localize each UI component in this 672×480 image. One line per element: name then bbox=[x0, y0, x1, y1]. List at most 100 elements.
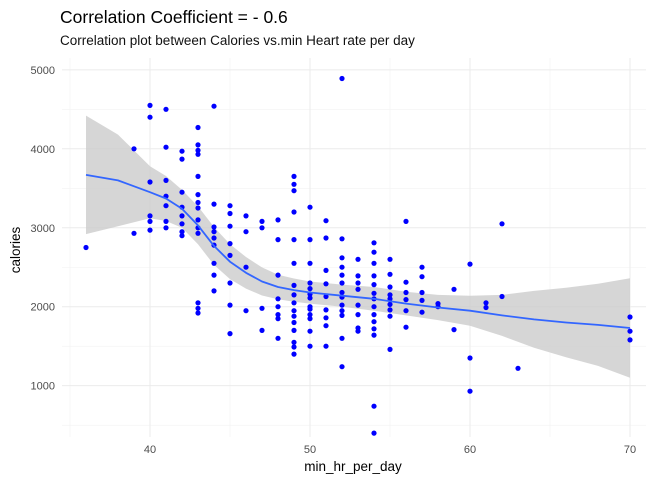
data-point bbox=[355, 302, 361, 308]
data-point bbox=[83, 244, 89, 251]
data-point bbox=[227, 252, 233, 258]
data-point bbox=[371, 304, 377, 310]
data-point bbox=[147, 213, 153, 219]
data-point bbox=[387, 313, 393, 319]
data-point bbox=[227, 210, 233, 217]
data-point bbox=[259, 225, 265, 231]
y-tick-label: 5000 bbox=[31, 65, 55, 77]
data-point bbox=[419, 289, 425, 296]
data-point bbox=[339, 308, 345, 314]
data-point bbox=[275, 237, 281, 243]
x-tick-label: 70 bbox=[624, 444, 636, 456]
data-point bbox=[403, 289, 409, 296]
data-point bbox=[339, 289, 345, 296]
data-point bbox=[195, 124, 201, 131]
data-point bbox=[259, 305, 265, 311]
smooth-line bbox=[85, 174, 631, 329]
data-point bbox=[179, 221, 185, 227]
data-point bbox=[419, 274, 425, 280]
data-point bbox=[307, 306, 313, 312]
minor-gridlines bbox=[62, 58, 646, 437]
data-point bbox=[275, 335, 281, 341]
data-point bbox=[387, 307, 393, 313]
data-point bbox=[387, 284, 393, 290]
data-point bbox=[211, 260, 217, 266]
data-point bbox=[227, 241, 233, 247]
data-point bbox=[499, 293, 505, 300]
y-tick-label: 4000 bbox=[31, 144, 55, 156]
chart-title: Correlation Coefficient = - 0.6 bbox=[60, 7, 288, 27]
data-point bbox=[627, 314, 633, 320]
data-point bbox=[627, 328, 633, 334]
data-point bbox=[451, 327, 457, 333]
data-point bbox=[323, 343, 329, 349]
data-point bbox=[371, 290, 377, 296]
x-axis-label: min_hr_per_day bbox=[304, 459, 402, 474]
data-point bbox=[195, 173, 201, 179]
data-point bbox=[227, 331, 233, 337]
data-point bbox=[211, 224, 217, 230]
data-point bbox=[291, 300, 297, 306]
data-point bbox=[211, 229, 217, 235]
data-point bbox=[275, 296, 281, 302]
y-axis-label: calories bbox=[8, 226, 23, 273]
data-point bbox=[163, 203, 169, 209]
data-point bbox=[179, 148, 185, 154]
data-point bbox=[147, 114, 153, 120]
data-point bbox=[387, 301, 393, 307]
data-point bbox=[275, 272, 281, 278]
x-tick-label: 40 bbox=[144, 444, 156, 456]
data-point bbox=[291, 292, 297, 298]
data-point bbox=[163, 144, 169, 150]
data-point bbox=[339, 272, 345, 278]
data-point bbox=[291, 344, 297, 350]
data-point bbox=[291, 282, 297, 288]
data-point bbox=[483, 300, 489, 306]
data-point bbox=[195, 142, 201, 148]
data-point bbox=[259, 327, 265, 333]
data-point bbox=[147, 179, 153, 185]
data-point bbox=[371, 273, 377, 279]
data-point bbox=[355, 273, 361, 279]
data-point bbox=[291, 209, 297, 215]
data-point bbox=[467, 355, 473, 361]
data-point bbox=[211, 201, 217, 207]
data-point bbox=[323, 307, 329, 313]
data-point bbox=[355, 280, 361, 286]
data-point bbox=[387, 346, 393, 352]
data-point bbox=[243, 264, 249, 270]
data-point bbox=[291, 313, 297, 319]
data-point bbox=[179, 233, 185, 239]
x-tick-labels: 40 50 60 70 bbox=[144, 444, 636, 456]
data-point bbox=[307, 204, 313, 210]
data-point bbox=[243, 213, 249, 219]
data-point bbox=[307, 237, 313, 243]
data-point bbox=[339, 364, 345, 370]
data-point bbox=[259, 218, 265, 224]
data-point bbox=[243, 229, 249, 235]
y-tick-label: 3000 bbox=[31, 223, 55, 235]
data-point bbox=[195, 199, 201, 206]
data-point bbox=[339, 335, 345, 341]
data-point bbox=[291, 173, 297, 179]
data-point bbox=[371, 326, 377, 332]
data-point bbox=[195, 205, 201, 211]
x-tick-label: 50 bbox=[304, 444, 316, 456]
data-point bbox=[339, 280, 345, 286]
data-point bbox=[467, 261, 473, 267]
data-point bbox=[371, 319, 377, 325]
data-point bbox=[227, 280, 233, 286]
data-point bbox=[419, 297, 425, 303]
data-point bbox=[291, 339, 297, 345]
data-point bbox=[323, 218, 329, 224]
data-point bbox=[323, 281, 329, 287]
data-point bbox=[243, 308, 249, 314]
data-point bbox=[195, 151, 201, 157]
data-point bbox=[307, 280, 313, 286]
data-point bbox=[147, 227, 153, 233]
data-point bbox=[371, 312, 377, 318]
data-point bbox=[371, 332, 377, 338]
data-point bbox=[403, 297, 409, 303]
data-point bbox=[211, 288, 217, 294]
data-point bbox=[291, 327, 297, 333]
